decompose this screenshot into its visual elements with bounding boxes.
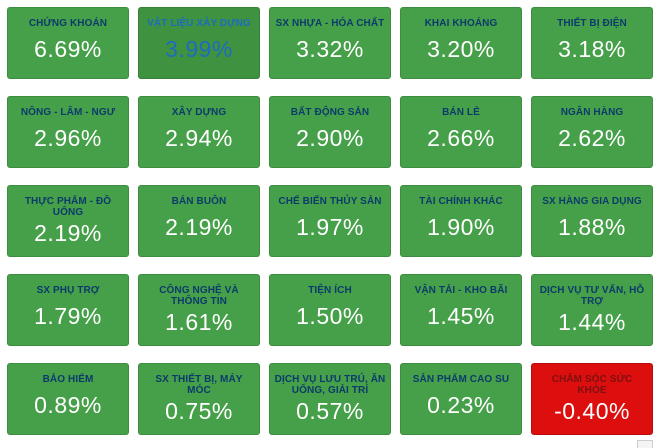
- sector-change-value: 2.90%: [296, 125, 364, 151]
- sector-tile-12[interactable]: BÁN BUÔN 2.19%: [138, 185, 260, 257]
- sector-change-value: 3.99%: [165, 36, 233, 62]
- sector-name-label: BÁN BUÔN: [171, 196, 227, 207]
- sector-name-label: XÂY DỰNG: [171, 107, 227, 118]
- sector-change-value: 6.69%: [34, 36, 102, 62]
- sector-name-label: CÔNG NGHỆ VÀ THÔNG TIN: [159, 285, 239, 307]
- sector-name-label: CHẾ BIẾN THỦY SẢN: [278, 196, 382, 207]
- sector-change-value: 3.20%: [427, 36, 495, 62]
- sector-name-label: VẬN TẢI - KHO BÃI: [414, 285, 508, 296]
- sector-name-label: SX THIẾT BỊ, MÁY MÓC: [155, 374, 243, 396]
- sector-tile-18[interactable]: TIỆN ÍCH 1.50%: [269, 274, 391, 346]
- sector-change-value: 2.19%: [165, 214, 233, 240]
- sector-tile-20[interactable]: DỊCH VỤ TƯ VẤN, HỖ TRỢ 1.44%: [531, 274, 653, 346]
- sector-name-label: DỊCH VỤ TƯ VẤN, HỖ TRỢ: [539, 285, 645, 307]
- sector-name-label: NGÂN HÀNG: [560, 107, 624, 118]
- sector-change-value: 1.50%: [296, 303, 364, 329]
- sector-tile-21[interactable]: BẢO HIỂM 0.89%: [7, 363, 129, 435]
- sector-tile-13[interactable]: CHẾ BIẾN THỦY SẢN 1.97%: [269, 185, 391, 257]
- sector-change-value: 1.90%: [427, 214, 495, 240]
- sector-tile-2[interactable]: VẬT LIỆU XÂY DỰNG 3.99%: [138, 7, 260, 79]
- sector-name-label: SẢN PHẨM CAO SU: [412, 374, 510, 385]
- sector-tile-15[interactable]: SX HÀNG GIA DỤNG 1.88%: [531, 185, 653, 257]
- sector-change-value: 2.19%: [34, 219, 102, 246]
- sector-name-label: BÁN LẺ: [442, 107, 480, 118]
- sector-change-value: 1.44%: [558, 308, 626, 335]
- sector-tile-11[interactable]: THỰC PHẨM - ĐỒ UỐNG 2.19%: [7, 185, 129, 257]
- sector-change-value: 2.62%: [558, 125, 626, 151]
- sector-name-label: SX PHỤ TRỢ: [36, 285, 100, 296]
- sector-name-label: THỰC PHẨM - ĐỒ UỐNG: [24, 196, 112, 218]
- sector-name-label: CHĂM SÓC SỨC KHỎE: [551, 374, 633, 396]
- sector-change-value: 0.75%: [165, 397, 233, 424]
- sector-change-value: 1.88%: [558, 214, 626, 240]
- sector-tile-14[interactable]: TÀI CHÍNH KHÁC 1.90%: [400, 185, 522, 257]
- sector-change-value: 0.23%: [427, 392, 495, 418]
- sector-tile-19[interactable]: VẬN TẢI - KHO BÃI 1.45%: [400, 274, 522, 346]
- sector-change-value: 2.66%: [427, 125, 495, 151]
- sector-tile-1[interactable]: CHỨNG KHOÁN 6.69%: [7, 7, 129, 79]
- sector-name-label: NÔNG - LÂM - NGƯ: [20, 107, 116, 118]
- sector-tile-25[interactable]: CHĂM SÓC SỨC KHỎE -0.40%: [531, 363, 653, 435]
- sector-name-label: VẬT LIỆU XÂY DỰNG: [147, 18, 251, 29]
- sector-tile-5[interactable]: THIẾT BỊ ĐIỆN 3.18%: [531, 7, 653, 79]
- sector-name-label: TIỆN ÍCH: [308, 285, 352, 296]
- sector-tile-10[interactable]: NGÂN HÀNG 2.62%: [531, 96, 653, 168]
- sector-tile-8[interactable]: BẤT ĐỘNG SẢN 2.90%: [269, 96, 391, 168]
- sector-change-value: -0.40%: [554, 397, 630, 424]
- sector-name-label: BẤT ĐỘNG SẢN: [290, 107, 370, 118]
- sector-change-value: 1.45%: [427, 303, 495, 329]
- sector-tile-16[interactable]: SX PHỤ TRỢ 1.79%: [7, 274, 129, 346]
- sector-name-label: SX NHỰA - HÓA CHẤT: [275, 18, 385, 29]
- sector-name-label: KHAI KHOÁNG: [424, 18, 498, 29]
- sector-tile-4[interactable]: KHAI KHOÁNG 3.20%: [400, 7, 522, 79]
- sector-tile-6[interactable]: NÔNG - LÂM - NGƯ 2.96%: [7, 96, 129, 168]
- sector-tile-7[interactable]: XÂY DỰNG 2.94%: [138, 96, 260, 168]
- sector-change-value: 3.18%: [558, 36, 626, 62]
- sector-tile-9[interactable]: BÁN LẺ 2.66%: [400, 96, 522, 168]
- sector-change-value: 3.32%: [296, 36, 364, 62]
- sector-tile-24[interactable]: SẢN PHẨM CAO SU 0.23%: [400, 363, 522, 435]
- sector-name-label: CHỨNG KHOÁN: [28, 18, 108, 29]
- sector-change-value: 1.79%: [34, 303, 102, 329]
- scrollbar-corner: [637, 440, 653, 448]
- sector-name-label: TÀI CHÍNH KHÁC: [419, 196, 503, 207]
- sector-tile-17[interactable]: CÔNG NGHỆ VÀ THÔNG TIN 1.61%: [138, 274, 260, 346]
- sector-change-value: 1.97%: [296, 214, 364, 240]
- sector-name-label: BẢO HIỂM: [42, 374, 94, 385]
- sector-change-value: 2.94%: [165, 125, 233, 151]
- sector-name-label: DỊCH VỤ LƯU TRÚ, ĂN UỐNG, GIẢI TRÍ: [274, 374, 386, 396]
- sector-change-value: 0.89%: [34, 392, 102, 418]
- sector-change-value: 1.61%: [165, 308, 233, 335]
- sector-change-value: 0.57%: [296, 397, 364, 424]
- sector-name-label: THIẾT BỊ ĐIỆN: [557, 18, 627, 29]
- sector-tile-3[interactable]: SX NHỰA - HÓA CHẤT 3.32%: [269, 7, 391, 79]
- sector-name-label: SX HÀNG GIA DỤNG: [542, 196, 642, 207]
- sector-tile-22[interactable]: SX THIẾT BỊ, MÁY MÓC 0.75%: [138, 363, 260, 435]
- sector-tile-23[interactable]: DỊCH VỤ LƯU TRÚ, ĂN UỐNG, GIẢI TRÍ 0.57%: [269, 363, 391, 435]
- sector-change-value: 2.96%: [34, 125, 102, 151]
